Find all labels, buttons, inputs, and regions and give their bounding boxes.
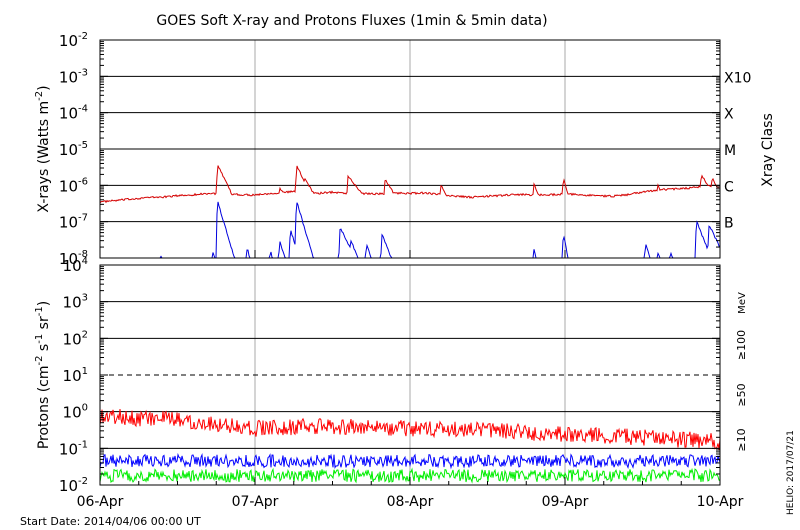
proton-series-proton_100 xyxy=(99,467,721,484)
proton-panel: 104 103 102 101 100 10-1 10-2 Protons (cm-2 s-1… xyxy=(34,256,721,495)
proton-legend: MeV ≥100 ≥50 ≥10 xyxy=(735,292,748,452)
xray-class-label: M xyxy=(724,143,736,159)
legend-50mev: ≥50 xyxy=(735,383,748,406)
xray-class-label: X10 xyxy=(724,70,751,86)
xray-class-label: C xyxy=(724,179,734,195)
x-tick-label: 08-Apr xyxy=(387,494,434,510)
legend-mev-label: MeV xyxy=(737,292,748,314)
x-tick-label: 07-Apr xyxy=(232,494,279,510)
proton-y-axis-title: Protons (cm-2 s-1 sr-1) xyxy=(34,301,52,449)
chart-title: GOES Soft X-ray and Protons Fluxes (1min… xyxy=(156,13,547,29)
xray-y-tick-label: 10-8 xyxy=(59,249,88,268)
xray-class-axis-title: Xray Class xyxy=(760,113,776,187)
xray-class-label: B xyxy=(724,216,734,232)
proton-y-tick-label: 102 xyxy=(63,329,88,348)
proton-series-proton_50 xyxy=(99,452,721,470)
xray-class-label: X xyxy=(724,107,734,123)
proton-y-tick-label: 10-2 xyxy=(59,476,88,495)
xray-panel: 10-2 10-3 10-4 10-5 10-6 10-7 10-8 X-rays (Watt… xyxy=(34,31,751,268)
start-date-label: Start Date: 2014/04/06 00:00 UT xyxy=(20,515,201,528)
xray-y-tick-label: 10-5 xyxy=(59,140,88,159)
proton-y-tick-label: 100 xyxy=(63,403,88,422)
x-tick-label: 10-Apr xyxy=(697,494,744,510)
xray-y-axis-title: X-rays (Watts m-2) xyxy=(34,85,52,212)
x-tick-label: 06-Apr xyxy=(77,494,124,510)
x-tick-label: 09-Apr xyxy=(542,494,589,510)
proton-y-tick-label: 104 xyxy=(63,256,88,275)
time-axis: 06-Apr 07-Apr 08-Apr 09-Apr 10-Apr xyxy=(77,250,744,510)
xray-y-tick-label: 10-2 xyxy=(59,31,88,50)
xray-y-tick-label: 10-6 xyxy=(59,176,88,195)
proton-y-tick-label: 101 xyxy=(63,366,88,385)
legend-100mev: ≥100 xyxy=(735,330,748,360)
xray-y-tick-label: 10-3 xyxy=(59,67,88,86)
proton-y-tick-label: 103 xyxy=(63,293,88,312)
xray-y-tick-label: 10-4 xyxy=(59,104,88,123)
xray-series-xray_long xyxy=(99,165,721,204)
xray-y-tick-label: 10-7 xyxy=(59,213,88,232)
legend-10mev: ≥10 xyxy=(735,428,748,451)
proton-series-proton_10 xyxy=(99,409,721,450)
proton-y-tick-label: 10-1 xyxy=(59,439,88,458)
credit-label: HELIO: 2017/07/21 xyxy=(786,430,796,515)
